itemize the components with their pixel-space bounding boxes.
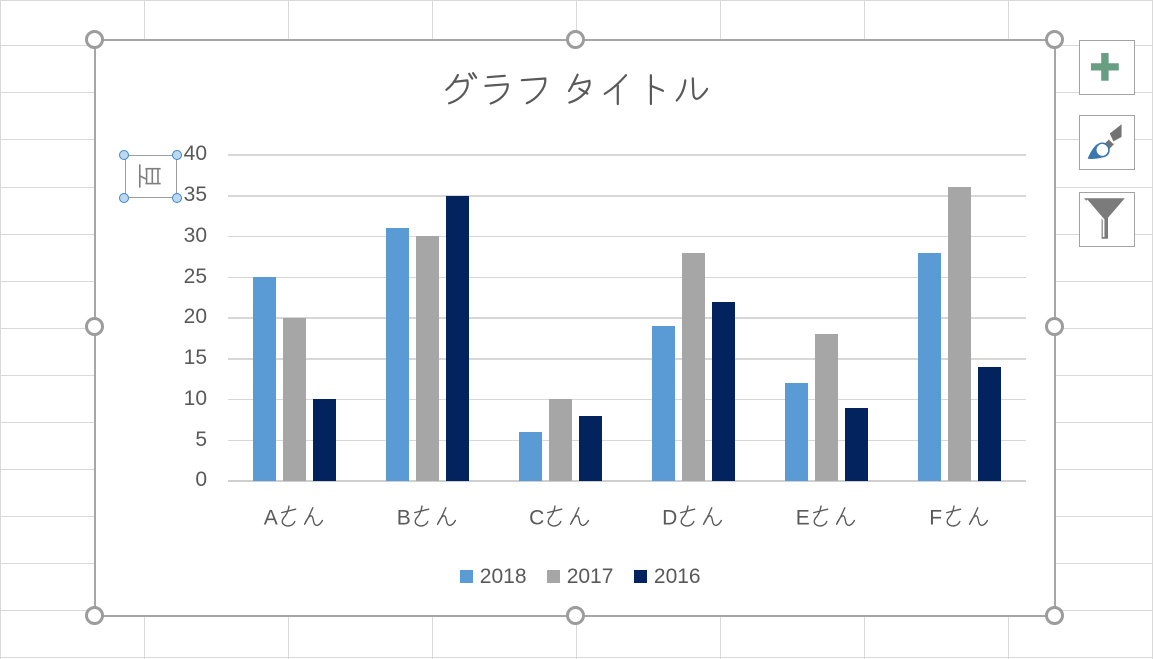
svg-text:E: E: [796, 507, 810, 530]
svg-text:A: A: [264, 507, 278, 530]
svg-text:B: B: [397, 507, 411, 530]
svg-text:C: C: [529, 507, 544, 530]
svg-text:D: D: [662, 507, 677, 530]
svg-text:F: F: [929, 507, 942, 530]
